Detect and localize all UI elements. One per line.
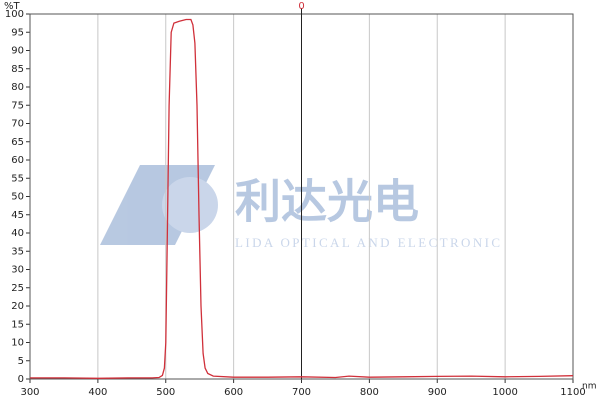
x-tick-label: 500 (156, 387, 175, 398)
y-tick-label: 60 (11, 155, 24, 166)
y-tick-label: 90 (11, 46, 24, 57)
x-axis-label: nm (582, 382, 596, 392)
x-tick-label: 400 (88, 387, 107, 398)
x-tick-label: 600 (224, 387, 243, 398)
x-tick-label: 900 (428, 387, 447, 398)
y-tick-label: 30 (11, 265, 24, 276)
y-tick-label: 80 (11, 82, 24, 93)
x-tick-label: 1000 (492, 387, 517, 398)
y-tick-label: 40 (11, 228, 24, 239)
data-line (30, 18, 574, 379)
y-tick-label: 50 (11, 192, 24, 203)
x-tick-label: 800 (360, 387, 379, 398)
x-tick-label: 300 (20, 387, 39, 398)
watermark: 利达光电 LIDA OPTICAL AND ELECTRONIC (100, 165, 500, 250)
logo (162, 177, 218, 233)
y-tick-label: 85 (11, 64, 24, 75)
y-tick-label: 25 (11, 283, 24, 294)
cursor-label: 0 (298, 1, 304, 12)
y-tick-label: 95 (11, 27, 24, 38)
x-tick-label: 700 (292, 387, 311, 398)
y-tick-label: 65 (11, 137, 24, 148)
y-tick-label: 10 (11, 338, 24, 349)
watermark-cn: 利达光电 (235, 175, 419, 229)
y-tick-label: 15 (11, 319, 24, 330)
y-tick-label: 35 (11, 246, 24, 257)
y-tick-label: 20 (11, 301, 24, 312)
y-axis-label: %T (4, 1, 21, 12)
y-tick-label: 100 (5, 9, 24, 20)
y-tick-label: 5 (18, 356, 24, 367)
y-tick-label: 45 (11, 210, 24, 221)
y-tick-label: 55 (11, 173, 24, 184)
x-tick-label: 1100 (560, 387, 585, 398)
y-tick-label: 70 (11, 119, 24, 130)
watermark-en: LIDA OPTICAL AND ELECTRONIC (235, 235, 500, 250)
y-tick-label: 75 (11, 100, 24, 111)
y-tick-label: 0 (18, 374, 24, 385)
